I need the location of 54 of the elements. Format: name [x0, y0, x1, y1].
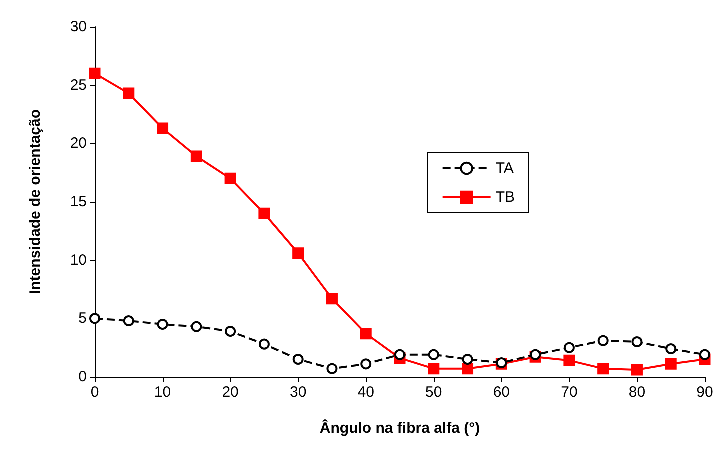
x-axis-title: Ângulo na fibra alfa (°) [320, 419, 480, 437]
point [360, 358, 372, 370]
point [394, 349, 406, 360]
point [326, 293, 338, 305]
x-tick-label: 10 [154, 384, 172, 401]
point [598, 335, 609, 346]
y-tick-label: 5 [78, 310, 87, 328]
point [326, 363, 338, 374]
x-tick-label: 0 [90, 384, 100, 401]
point [428, 363, 440, 375]
point [224, 172, 236, 184]
y-tick-label: 0 [78, 368, 87, 386]
point [191, 321, 202, 332]
y-tick-label: 30 [70, 18, 87, 36]
point [258, 208, 270, 220]
point [631, 364, 643, 376]
legend-label: TA [496, 160, 514, 177]
point [666, 344, 677, 354]
y-axis-title: Intensidade de orientação [27, 109, 44, 295]
point [360, 328, 372, 340]
point [665, 358, 677, 370]
point [428, 349, 440, 360]
point [598, 363, 610, 375]
point [462, 354, 474, 365]
point [123, 316, 134, 326]
point [123, 88, 135, 100]
y-tick-label: 10 [70, 252, 87, 269]
point [530, 349, 542, 360]
point [225, 326, 236, 337]
x-tick-label: 90 [696, 384, 714, 401]
point [564, 354, 576, 366]
x-tick-label: 50 [426, 384, 442, 401]
point [632, 336, 643, 348]
point [90, 313, 100, 324]
y-tick-label: 20 [70, 135, 87, 152]
point [292, 248, 304, 260]
x-tick-label: 80 [628, 384, 646, 401]
point [157, 319, 168, 330]
x-tick-label: 20 [222, 384, 239, 401]
point [564, 342, 575, 354]
y-tick-label: 25 [70, 76, 87, 94]
x-tick-label: 60 [493, 384, 510, 401]
point [462, 363, 474, 375]
x-tick-label: 30 [290, 384, 307, 401]
point [157, 122, 169, 134]
point [292, 354, 304, 365]
point [190, 150, 202, 162]
y-tick-label: 15 [70, 194, 87, 210]
x-tick-label: 40 [358, 384, 374, 401]
point [700, 349, 710, 360]
point [258, 338, 270, 350]
point [89, 68, 101, 80]
legend-label: TB [496, 189, 516, 206]
x-tick-label: 70 [561, 384, 578, 401]
